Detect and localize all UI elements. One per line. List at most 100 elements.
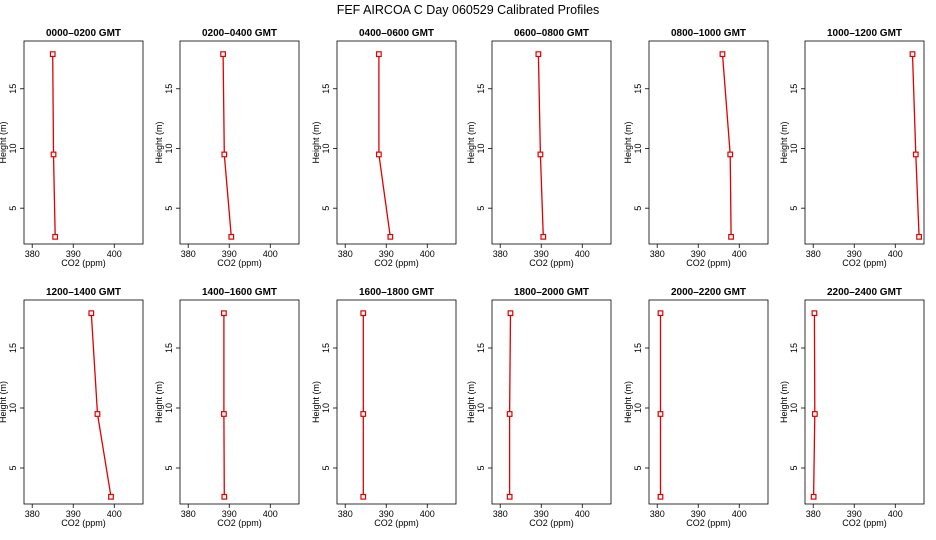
x-tick-label: 390 (534, 249, 549, 259)
data-point (108, 493, 114, 500)
panel-5: 1000–1200 GMT 380 390 400 5 10 15 CO2 (ppm) Heig… (779, 28, 925, 268)
data-point (221, 411, 227, 417)
x-tick-label: 380 (650, 509, 665, 519)
y-axis-label: Height (m) (0, 381, 8, 423)
data-point (810, 493, 817, 500)
x-tick-label: 400 (107, 509, 122, 519)
data-point (360, 493, 367, 500)
x-tick-label: 400 (575, 509, 590, 519)
profile-line (911, 54, 920, 237)
panel-1: 0200–0400 GMT 380 390 400 5 10 15 CO2 (ppm) Heig… (154, 28, 300, 268)
profile-line (721, 54, 732, 237)
plot-frame (23, 40, 144, 245)
data-point (50, 151, 57, 158)
x-tick-label: 390 (691, 249, 706, 259)
panel-2: 0400–0600 GMT 380 390 400 5 10 15 CO2 (ppm) Heig… (311, 28, 457, 268)
x-tick-label: 400 (888, 509, 903, 519)
y-tick-label: 5 (633, 465, 643, 470)
y-axis-label: Height (m) (311, 121, 321, 163)
y-tick-label: 10 (8, 403, 18, 413)
plot-frame (804, 299, 925, 505)
panel-title: 2000–2200 GMT (671, 287, 746, 298)
y-tick-label: 15 (476, 343, 486, 353)
plot-frame (491, 40, 612, 245)
y-tick-label: 5 (789, 465, 799, 470)
y-axis-label: Height (m) (466, 121, 476, 163)
panel-6: 1200–1400 GMT 380 390 400 5 10 15 CO2 (ppm) Heig… (0, 287, 144, 528)
y-tick-label: 10 (164, 143, 174, 153)
x-axis-label: CO2 (ppm) (374, 258, 419, 268)
y-tick-label: 10 (633, 403, 643, 413)
y-axis-label: Height (m) (154, 121, 164, 163)
x-axis-label: CO2 (ppm) (842, 518, 887, 528)
y-tick-label: 5 (164, 206, 174, 211)
x-tick-label: 390 (847, 509, 862, 519)
x-tick-label: 380 (493, 509, 508, 519)
x-tick-label: 400 (888, 249, 903, 259)
x-tick-label: 390 (534, 509, 549, 519)
y-tick-label: 5 (8, 206, 18, 211)
data-point (540, 233, 547, 240)
panel-10: 2000–2200 GMT 380 390 400 5 10 15 CO2 (ppm) Heig… (623, 287, 769, 528)
x-tick-label: 380 (181, 249, 196, 259)
x-tick-label: 380 (493, 249, 508, 259)
x-tick-label: 390 (222, 249, 237, 259)
x-axis-label: CO2 (ppm) (61, 518, 106, 528)
data-point (657, 411, 664, 417)
y-tick-label: 15 (164, 343, 174, 353)
profile-line (222, 54, 232, 237)
data-point (537, 151, 544, 158)
plot-frame (648, 40, 769, 245)
x-tick-label: 400 (107, 249, 122, 259)
plot-frame (804, 40, 925, 245)
x-tick-label: 400 (420, 249, 435, 259)
panel-0: 0000–0200 GMT 380 390 400 5 10 15 CO2 (ppm) Heig… (0, 28, 144, 268)
profile-line (52, 54, 56, 237)
x-axis-label: CO2 (ppm) (529, 518, 574, 528)
data-point (221, 151, 228, 158)
x-tick-label: 400 (732, 249, 747, 259)
data-point (94, 411, 101, 417)
y-tick-label: 10 (789, 403, 799, 413)
profile-line (812, 313, 816, 497)
data-point (52, 233, 59, 240)
data-point (228, 233, 235, 240)
data-point (657, 493, 664, 500)
panels-group: 0000–0200 GMT 380 390 400 5 10 15 CO2 (ppm) Heig… (0, 28, 925, 528)
y-tick-label: 15 (164, 84, 174, 94)
y-tick-label: 10 (789, 143, 799, 153)
y-axis-label: Height (m) (154, 381, 164, 423)
panel-title: 0400–0600 GMT (359, 28, 434, 39)
panel-9: 1800–2000 GMT 380 390 400 5 10 15 CO2 (ppm) Heig… (466, 287, 612, 528)
y-tick-label: 10 (321, 403, 331, 413)
data-point (221, 310, 227, 317)
panel-4: 0800–1000 GMT 380 390 400 5 10 15 CO2 (ppm) Heig… (623, 28, 769, 268)
panel-title: 2200–2400 GMT (827, 287, 902, 298)
data-point (728, 233, 734, 240)
data-point (535, 51, 542, 58)
figure-title: FEF AIRCOA C Day 060529 Calibrated Profi… (337, 3, 600, 17)
y-tick-label: 15 (321, 84, 331, 94)
data-point (811, 411, 818, 417)
data-point (909, 51, 916, 58)
data-point (727, 151, 734, 158)
x-tick-label: 380 (650, 249, 665, 259)
data-point (49, 51, 56, 58)
y-tick-label: 10 (321, 143, 331, 153)
x-tick-label: 400 (263, 249, 278, 259)
panel-title: 0800–1000 GMT (671, 28, 746, 39)
panel-title: 1600–1800 GMT (359, 287, 434, 298)
data-point (375, 151, 382, 158)
y-tick-label: 5 (476, 206, 486, 211)
y-tick-label: 15 (633, 343, 643, 353)
data-point (387, 233, 394, 240)
y-tick-label: 5 (164, 465, 174, 470)
y-tick-label: 5 (789, 206, 799, 211)
y-tick-label: 15 (476, 84, 486, 94)
x-tick-label: 380 (25, 509, 40, 519)
data-point (507, 310, 514, 317)
y-tick-label: 5 (321, 206, 331, 211)
y-axis-label: Height (m) (311, 381, 321, 423)
plot-frame (648, 299, 769, 505)
x-tick-label: 380 (806, 509, 821, 519)
